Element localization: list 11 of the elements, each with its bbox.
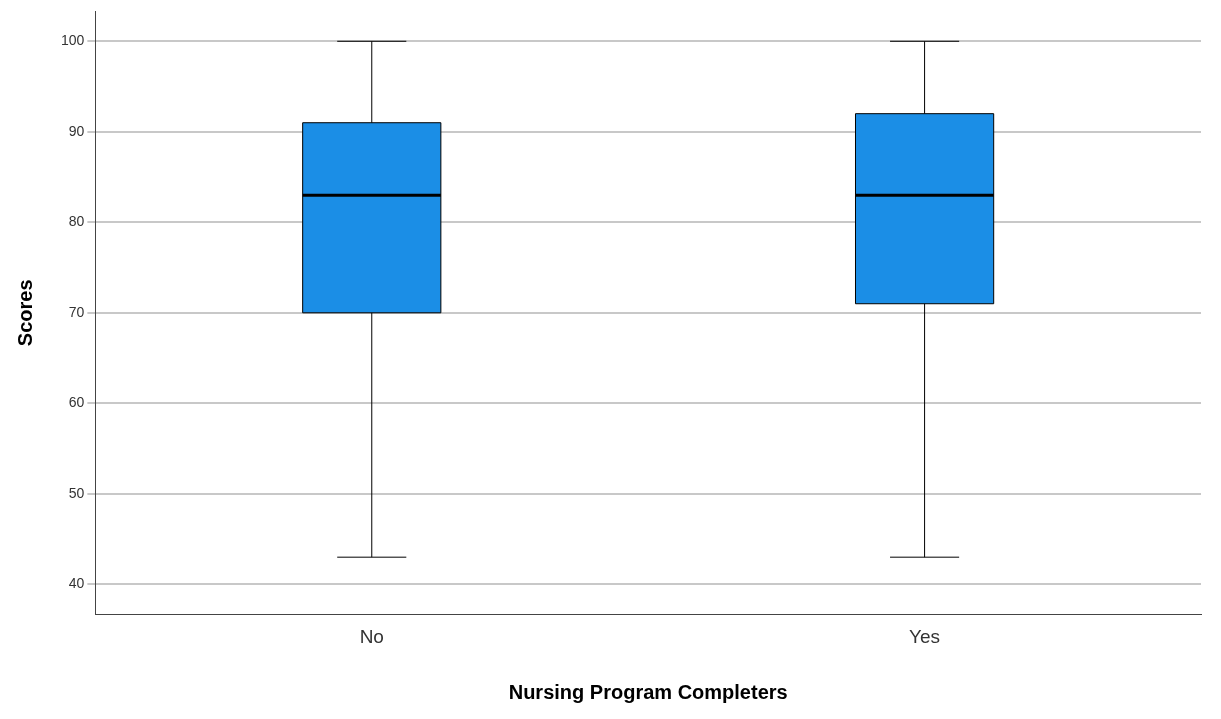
y-tick-label: 60: [68, 394, 85, 411]
y-tick-label: 100: [61, 32, 85, 49]
x-tick-label: Yes: [909, 625, 941, 647]
y-tick-label: 90: [68, 122, 85, 139]
y-tick-label: 50: [68, 484, 85, 501]
y-tick-label: 70: [68, 303, 85, 320]
x-tick-label: No: [359, 625, 384, 647]
x-axis-title: Nursing Program Completers: [508, 680, 788, 703]
y-tick-label: 40: [68, 575, 85, 592]
y-axis-title: Scores: [13, 279, 36, 347]
y-tick-label: 80: [68, 213, 85, 230]
